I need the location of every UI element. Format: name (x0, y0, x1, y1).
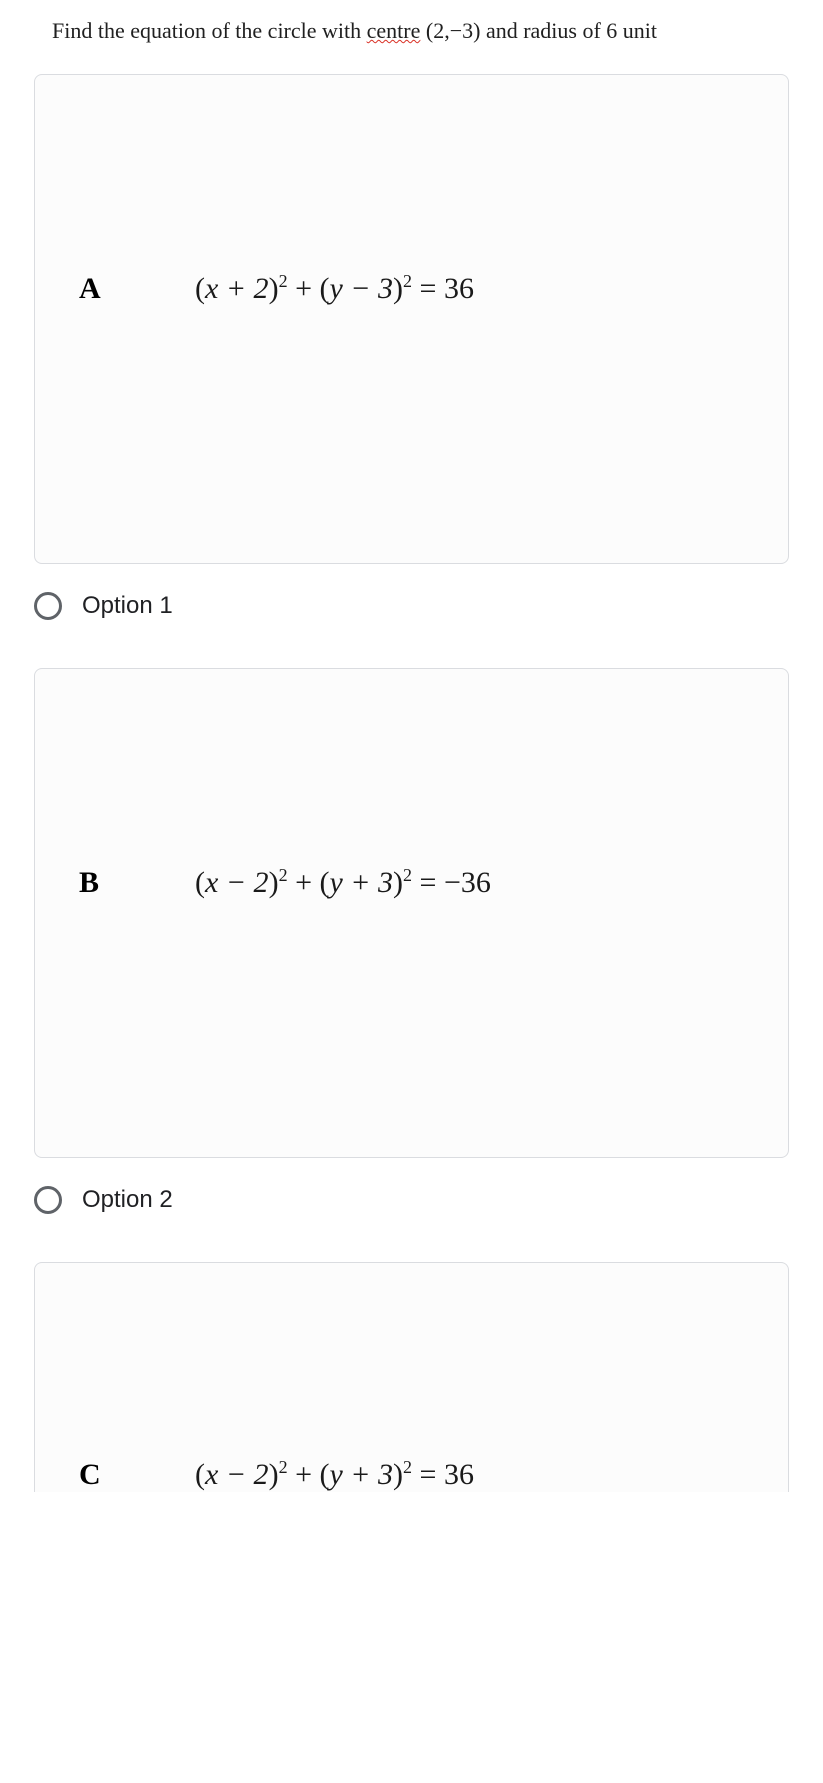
answer-letter-c: C (75, 1458, 195, 1492)
answer-card-b[interactable]: B (x − 2)2 + (y + 3)2 = −36 (34, 668, 789, 1158)
card-b-content: B (x − 2)2 + (y + 3)2 = −36 (75, 866, 748, 900)
eq-c-y: y + 3 (329, 1458, 393, 1491)
question-text: Find the equation of the circle with cen… (0, 0, 823, 74)
question-centre-word: centre (367, 18, 421, 43)
eq-a-x: x + 2 (205, 272, 269, 305)
equation-c: (x − 2)2 + (y + 3)2 = 36 (195, 1458, 474, 1492)
eq-c-rhs: = 36 (420, 1458, 474, 1491)
question-suffix: and radius of 6 unit (480, 18, 657, 43)
option-2-label: Option 2 (82, 1186, 173, 1214)
card-a-content: A (x + 2)2 + (y − 3)2 = 36 (75, 272, 748, 306)
eq-b-y: y + 3 (329, 866, 393, 899)
radio-option-1[interactable] (34, 592, 62, 620)
option-2-row[interactable]: Option 2 (34, 1186, 789, 1214)
eq-a-rhs: = 36 (420, 272, 474, 305)
equation-b: (x − 2)2 + (y + 3)2 = −36 (195, 866, 491, 900)
answer-letter-a: A (75, 272, 195, 306)
option-1-label: Option 1 (82, 592, 173, 620)
equation-a: (x + 2)2 + (y − 3)2 = 36 (195, 272, 474, 306)
eq-b-x: x − 2 (205, 866, 269, 899)
eq-a-y: y − 3 (329, 272, 393, 305)
question-prefix: Find the equation of the circle with (52, 18, 367, 43)
answer-card-a[interactable]: A (x + 2)2 + (y − 3)2 = 36 (34, 74, 789, 564)
answer-letter-b: B (75, 866, 195, 900)
question-centre-value: (2,−3) (420, 18, 480, 43)
card-c-content: C (x − 2)2 + (y + 3)2 = 36 (75, 1458, 748, 1492)
eq-c-x: x − 2 (205, 1458, 269, 1491)
eq-b-rhs: = −36 (420, 866, 491, 899)
answer-card-c[interactable]: C (x − 2)2 + (y + 3)2 = 36 (34, 1262, 789, 1492)
radio-option-2[interactable] (34, 1186, 62, 1214)
option-1-row[interactable]: Option 1 (34, 592, 789, 620)
